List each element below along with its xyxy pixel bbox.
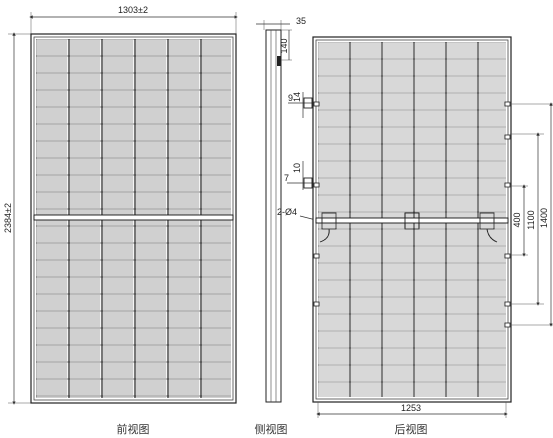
side-label-14: 14 <box>292 92 302 102</box>
front-view-caption: 前视图 <box>117 422 150 436</box>
side-label-hole: 2-Ø4 <box>277 207 297 217</box>
back-view: 1253 400 1100 1400 <box>312 36 553 418</box>
front-view: 1303±2 2384±2 <box>3 5 238 405</box>
side-label-140: 140 <box>279 38 289 53</box>
side-label-10: 10 <box>292 163 302 173</box>
front-width-label: 1303±2 <box>118 5 148 15</box>
side-thickness-label: 35 <box>296 16 306 26</box>
back-dim-400: 400 <box>512 212 522 227</box>
back-dim-1100: 1100 <box>526 210 536 229</box>
back-width-label: 1253 <box>401 403 421 413</box>
back-view-caption: 后视图 <box>395 422 428 436</box>
side-view-caption: 侧视图 <box>255 422 288 436</box>
side-label-9: 9 <box>288 93 293 103</box>
side-label-7: 7 <box>284 173 289 183</box>
front-height-label: 2384±2 <box>3 203 13 233</box>
side-view: 35 140 14 9 10 7 2-Ø4 <box>256 16 322 403</box>
back-dim-1400: 1400 <box>539 208 549 228</box>
